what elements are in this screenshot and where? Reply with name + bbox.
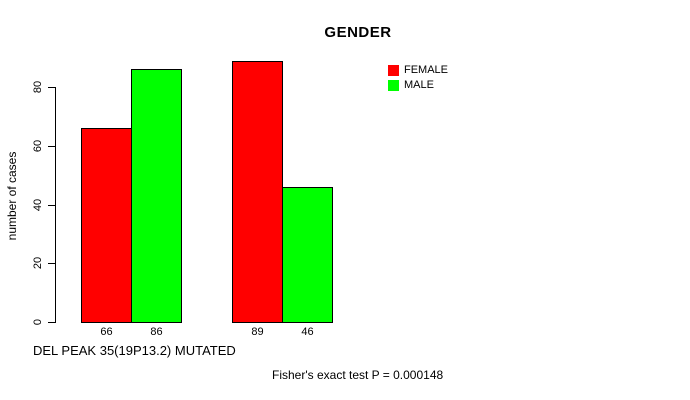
legend-swatch-male <box>388 80 399 91</box>
bar-value-label: 89 <box>251 326 264 338</box>
legend-label: FEMALE <box>404 64 449 76</box>
y-axis-label: number of cases <box>5 151 19 241</box>
y-axis-tick <box>48 322 55 323</box>
legend-entry-male: MALE <box>388 78 448 93</box>
y-axis-tick-label: 20 <box>32 257 44 270</box>
bar-male-group2 <box>282 187 333 323</box>
y-axis-tick-label: 80 <box>32 80 44 94</box>
bar-value-label: 46 <box>301 326 314 338</box>
bar-male-group1 <box>131 69 182 323</box>
y-axis-tick <box>48 145 55 147</box>
fisher-test-annotation: Fisher's exact test P = 0.000148 <box>272 368 444 382</box>
y-axis-tick-label: 40 <box>32 198 44 211</box>
x-axis-label: DEL PEAK 35(19P13.2) MUTATED <box>33 343 236 358</box>
legend-label: MALE <box>404 79 434 91</box>
bar-value-label: 66 <box>100 326 113 338</box>
y-axis-tick-label: 60 <box>32 139 44 152</box>
legend: FEMALE MALE <box>388 63 448 93</box>
bar-female-group2 <box>232 61 283 323</box>
bar-female-group1 <box>81 128 132 323</box>
chart-title: GENDER <box>324 24 392 41</box>
y-axis-line <box>55 87 56 323</box>
y-axis-tick <box>48 87 55 88</box>
legend-swatch-female <box>388 65 399 76</box>
bar-value-label: 86 <box>150 326 163 338</box>
y-axis-tick <box>48 263 55 265</box>
y-axis-tick-label: 0 <box>32 318 44 326</box>
legend-entry-female: FEMALE <box>388 63 448 78</box>
y-axis-tick <box>48 204 55 206</box>
